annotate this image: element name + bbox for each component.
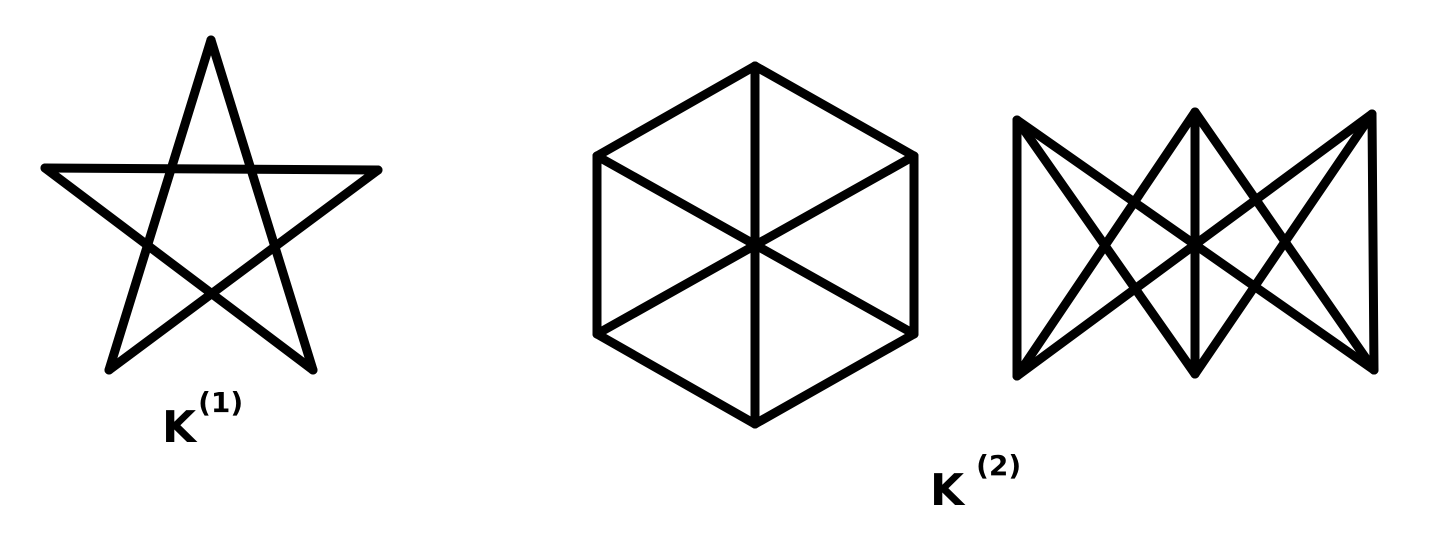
graph-label-k2: K (2) <box>930 449 1021 516</box>
pentagram-edge-C-A <box>206 35 318 375</box>
label-k2-superscript: (2) <box>976 449 1022 482</box>
pentagram-edge-A-D <box>104 35 216 375</box>
pentagram-edge-E-C <box>40 163 318 375</box>
hexagon-wheel-edge-UL-LR <box>592 151 919 339</box>
label-k1-base: K <box>162 402 197 453</box>
pentagram-graph <box>40 35 383 375</box>
graph-label-k1: K(1) <box>162 386 243 453</box>
bowtie-edge-TR-BM <box>1190 109 1377 379</box>
hexagon-wheel-edge-BO-LL <box>592 329 760 429</box>
pentagram-edge-D-B <box>104 165 383 375</box>
bowtie-edge-TR-BR <box>1367 109 1379 375</box>
pentagram-edge-B-E <box>40 163 383 175</box>
bowtie-edge-TR-BL <box>1012 109 1377 381</box>
hexagon-wheel-edge-T-UR <box>750 61 919 161</box>
hexagon-wheel-edge-UL-T <box>592 61 760 161</box>
label-k1-superscript: (1) <box>198 386 244 419</box>
bowtie-edge-TM-BL <box>1012 107 1200 381</box>
bowtie-graph <box>1012 107 1379 381</box>
label-k2-base: K <box>930 465 965 516</box>
hexagon-wheel-graph <box>592 61 919 429</box>
hexagon-wheel-edge-LR-BO <box>750 329 919 429</box>
